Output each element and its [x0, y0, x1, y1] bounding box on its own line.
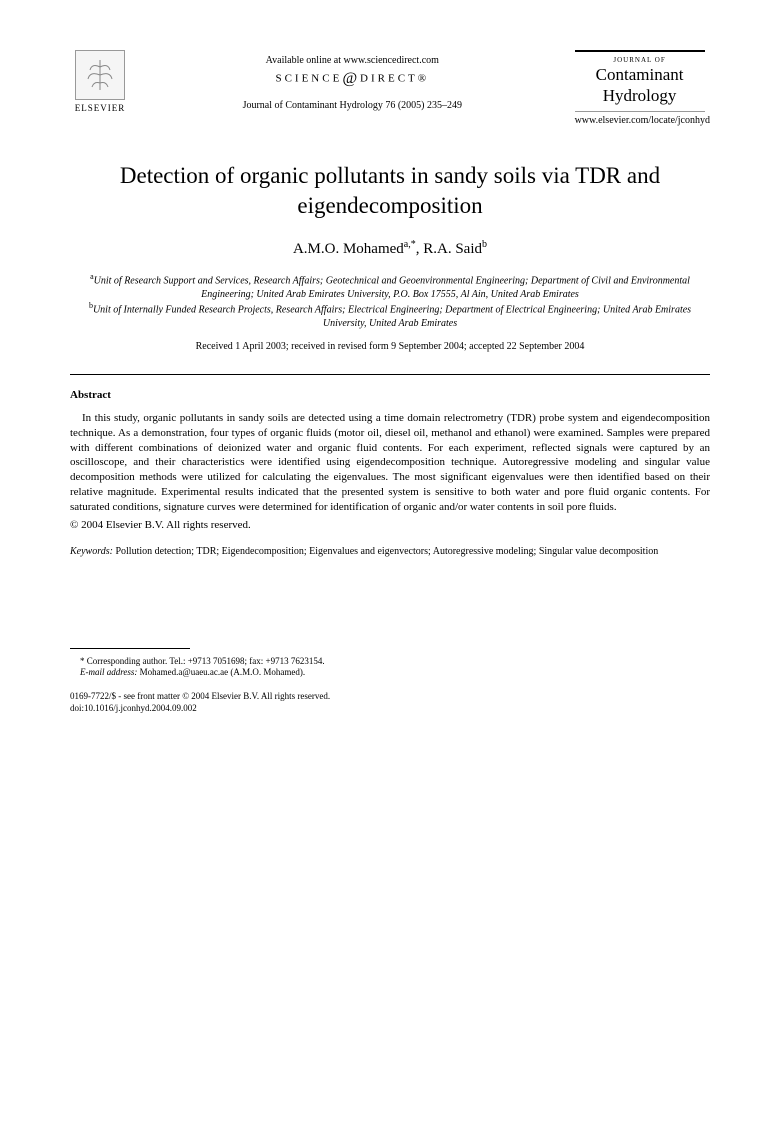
page-header: ELSEVIER Available online at www.science…	[70, 50, 710, 126]
affiliation-a-text: Unit of Research Support and Services, R…	[94, 275, 690, 300]
author-1-sup: a,*	[404, 239, 416, 250]
email-value: Mohamed.a@uaeu.ac.ae (A.M.O. Mohamed).	[137, 667, 305, 677]
email-label: E-mail address:	[80, 667, 137, 677]
badge-journal-of: JOURNAL OF	[575, 56, 705, 64]
bottom-info: 0169-7722/$ - see front matter © 2004 El…	[70, 691, 710, 714]
journal-badge-container: JOURNAL OF Contaminant Hydrology www.els…	[575, 50, 710, 126]
at-symbol-icon: @	[342, 70, 360, 87]
affiliations: aUnit of Research Support and Services, …	[70, 272, 710, 331]
section-divider	[70, 374, 710, 375]
abstract-heading: Abstract	[70, 389, 710, 401]
issn-line: 0169-7722/$ - see front matter © 2004 El…	[70, 691, 710, 703]
abstract-copyright: © 2004 Elsevier B.V. All rights reserved…	[70, 519, 710, 531]
badge-title-line1: Contaminant	[575, 66, 705, 85]
available-online-text: Available online at www.sciencedirect.co…	[130, 55, 575, 66]
author-2-name: R.A. Said	[423, 241, 482, 257]
center-header: Available online at www.sciencedirect.co…	[130, 50, 575, 111]
sciencedirect-logo: SCIENCE@DIRECT®	[130, 70, 575, 88]
doi-line: doi:10.1016/j.jconhyd.2004.09.002	[70, 703, 710, 715]
abstract-body: In this study, organic pollutants in san…	[70, 411, 710, 515]
locate-url: www.elsevier.com/locate/jconhyd	[575, 115, 710, 126]
keywords-label: Keywords:	[70, 546, 113, 557]
elsevier-tree-icon	[75, 50, 125, 100]
badge-title-line2: Hydrology	[575, 87, 705, 106]
affiliation-b-text: Unit of Internally Funded Research Proje…	[93, 305, 691, 330]
corresponding-author: * Corresponding author. Tel.: +9713 7051…	[70, 655, 710, 667]
sciencedirect-prefix: SCIENCE	[275, 73, 342, 85]
article-dates: Received 1 April 2003; received in revis…	[70, 341, 710, 352]
elsevier-text: ELSEVIER	[75, 103, 126, 113]
elsevier-logo: ELSEVIER	[70, 50, 130, 120]
authors: A.M.O. Mohameda,*, R.A. Saidb	[70, 239, 710, 258]
article-title: Detection of organic pollutants in sandy…	[70, 161, 710, 221]
sciencedirect-suffix: DIRECT®	[360, 73, 429, 85]
journal-reference: Journal of Contaminant Hydrology 76 (200…	[130, 100, 575, 111]
email-line: E-mail address: Mohamed.a@uaeu.ac.ae (A.…	[70, 667, 710, 677]
journal-badge: JOURNAL OF Contaminant Hydrology	[575, 50, 705, 112]
footer-separator	[70, 648, 190, 649]
keywords-text: Pollution detection; TDR; Eigendecomposi…	[113, 546, 658, 557]
author-2-sup: b	[482, 239, 487, 250]
author-1-name: A.M.O. Mohamed	[293, 241, 404, 257]
keywords: Keywords: Pollution detection; TDR; Eige…	[70, 545, 710, 559]
